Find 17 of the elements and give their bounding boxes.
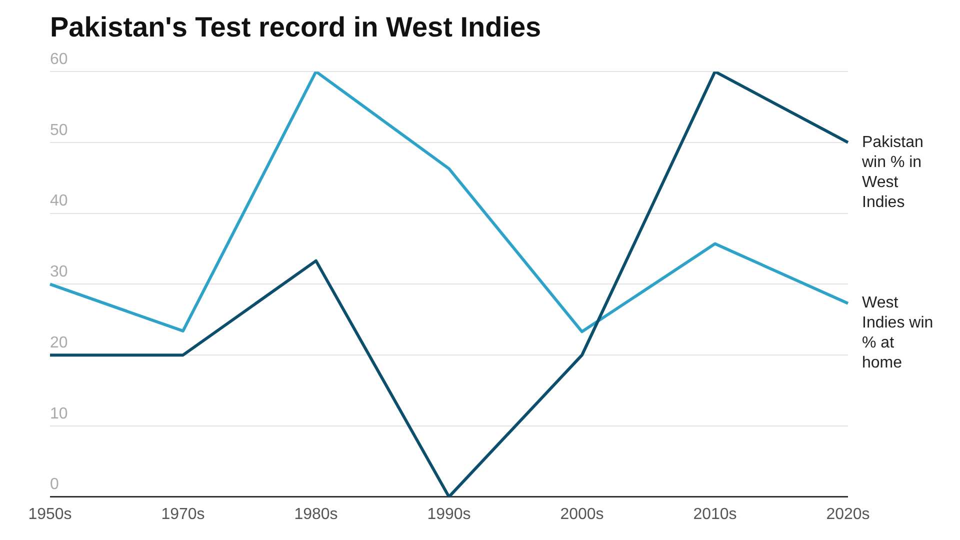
y-tick-label: 60 [50, 51, 68, 68]
x-tick-label: 1980s [294, 506, 338, 523]
x-tick-label: 1970s [161, 506, 205, 523]
y-tick-label: 50 [50, 122, 68, 139]
y-tick-label: 0 [50, 476, 59, 494]
x-tick-label: 2000s [560, 506, 604, 523]
x-tick-label: 2010s [693, 506, 737, 523]
y-tick-label: 10 [50, 405, 68, 422]
y-tick-label: 40 [50, 192, 68, 210]
x-tick-label: 2020s [826, 506, 870, 523]
x-tick-label: 1950s [28, 506, 72, 523]
chart-title: Pakistan's Test record in West Indies [50, 12, 542, 43]
x-tick-label: 1990s [427, 506, 471, 523]
y-tick-label: 30 [50, 264, 68, 281]
series-label: West Indies win % at home [862, 294, 934, 372]
series-label: Pakistan win % in West Indies [861, 134, 924, 211]
y-tick-label: 20 [50, 334, 68, 352]
